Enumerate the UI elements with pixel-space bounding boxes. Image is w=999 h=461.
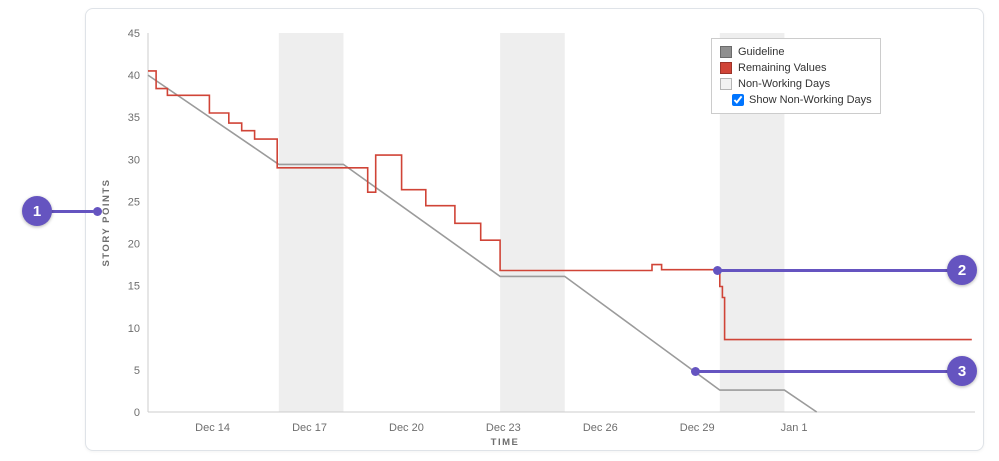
callout-badge-1: 1 [22,196,52,226]
remaining-values-swatch-icon [720,62,732,74]
show-non-working-days-label: Show Non-Working Days [749,94,872,106]
legend-item-guideline: Guideline [720,44,872,60]
chart-legend: Guideline Remaining Values Non-Working D… [711,38,881,114]
show-non-working-days-row: Show Non-Working Days [720,92,872,108]
guideline-swatch-icon [720,46,732,58]
callout-3-dot [690,366,700,376]
callout-2-connector [717,268,949,272]
callout-2-dot [712,265,722,275]
callout-badge-3: 3 [947,356,977,386]
callout-1-dot [92,206,102,216]
legend-item-label: Guideline [738,46,785,58]
callout-badge-2: 2 [947,255,977,285]
non-working-days-swatch-icon [720,78,732,90]
legend-item-remaining-values: Remaining Values [720,60,872,76]
legend-item-label: Remaining Values [738,62,827,74]
callout-1-connector [50,209,94,213]
legend-item-non-working-days: Non-Working Days [720,76,872,92]
legend-item-label: Non-Working Days [738,78,831,90]
callout-3-connector [695,369,949,373]
show-non-working-days-checkbox[interactable] [732,94,744,106]
